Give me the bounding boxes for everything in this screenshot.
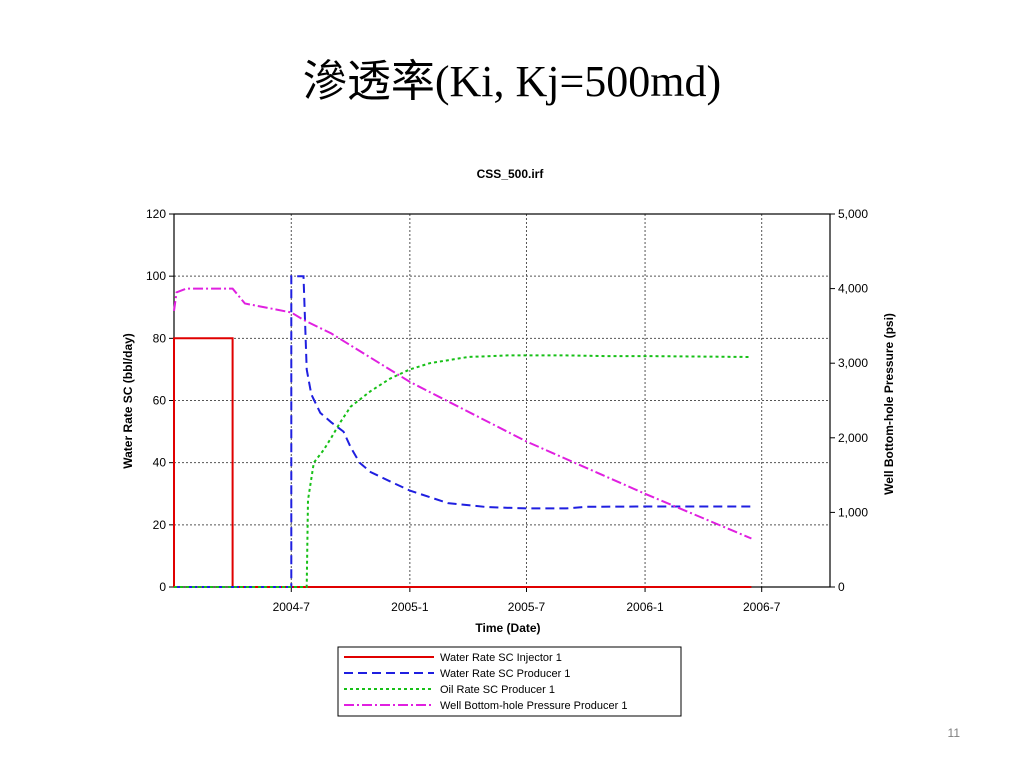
y-tick-label: 120 bbox=[146, 207, 166, 221]
series-line-1 bbox=[173, 337, 752, 588]
chart-title: CSS_500.irf bbox=[477, 167, 545, 181]
legend-label-1: Water Rate SC Injector 1 bbox=[440, 652, 562, 664]
legend-label-4: Well Bottom-hole Pressure Producer 1 bbox=[440, 700, 628, 712]
y-tick-label: 100 bbox=[146, 269, 166, 283]
left-axis-ticks: 0 20 40 60 80 100 120 bbox=[146, 207, 174, 594]
legend-box bbox=[337, 646, 682, 717]
x-axis-label: Time (Date) bbox=[475, 621, 540, 635]
y-tick-label: 40 bbox=[153, 456, 167, 470]
y-tick-label: 80 bbox=[153, 331, 167, 345]
y-axis-label: Water Rate SC (bbl/day) bbox=[121, 333, 135, 469]
slide-title: 滲透率(Ki, Kj=500md) bbox=[302, 57, 722, 106]
x-tick-label: 2005-7 bbox=[508, 600, 546, 614]
series-group bbox=[173, 275, 752, 588]
legend: Water Rate SC Injector 1 Water Rate SC Pr… bbox=[337, 646, 682, 717]
slide-number: 11 bbox=[947, 726, 960, 740]
y2-tick-label: 2,000 bbox=[838, 431, 868, 445]
gridlines bbox=[174, 214, 830, 587]
y2-tick-label: 3,000 bbox=[838, 356, 868, 370]
y2-tick-label: 4,000 bbox=[838, 282, 868, 296]
x-axis-ticks: 2004-7 2005-1 2005-7 2006-1 2006-7 bbox=[273, 587, 781, 614]
y-tick-label: 0 bbox=[159, 580, 166, 594]
y-tick-label: 60 bbox=[153, 394, 167, 408]
y2-tick-label: 0 bbox=[838, 580, 845, 594]
series-line-2 bbox=[174, 275, 752, 588]
series-line-3 bbox=[174, 354, 752, 588]
series-line-4 bbox=[173, 287, 752, 540]
y2-axis-label: Well Bottom-hole Pressure (psi) bbox=[882, 313, 896, 495]
y2-tick-label: 5,000 bbox=[838, 207, 868, 221]
x-tick-label: 2006-7 bbox=[743, 600, 781, 614]
legend-label-3: Oil Rate SC Producer 1 bbox=[440, 684, 555, 696]
right-axis-ticks: 0 1,000 2,000 3,000 4,000 5,000 bbox=[830, 207, 868, 594]
x-tick-label: 2005-1 bbox=[391, 600, 429, 614]
x-tick-label: 2004-7 bbox=[273, 600, 311, 614]
y2-tick-label: 1,000 bbox=[838, 505, 868, 519]
y-tick-label: 20 bbox=[153, 518, 167, 532]
x-tick-label: 2006-1 bbox=[626, 600, 664, 614]
legend-label-2: Water Rate SC Producer 1 bbox=[440, 668, 570, 680]
